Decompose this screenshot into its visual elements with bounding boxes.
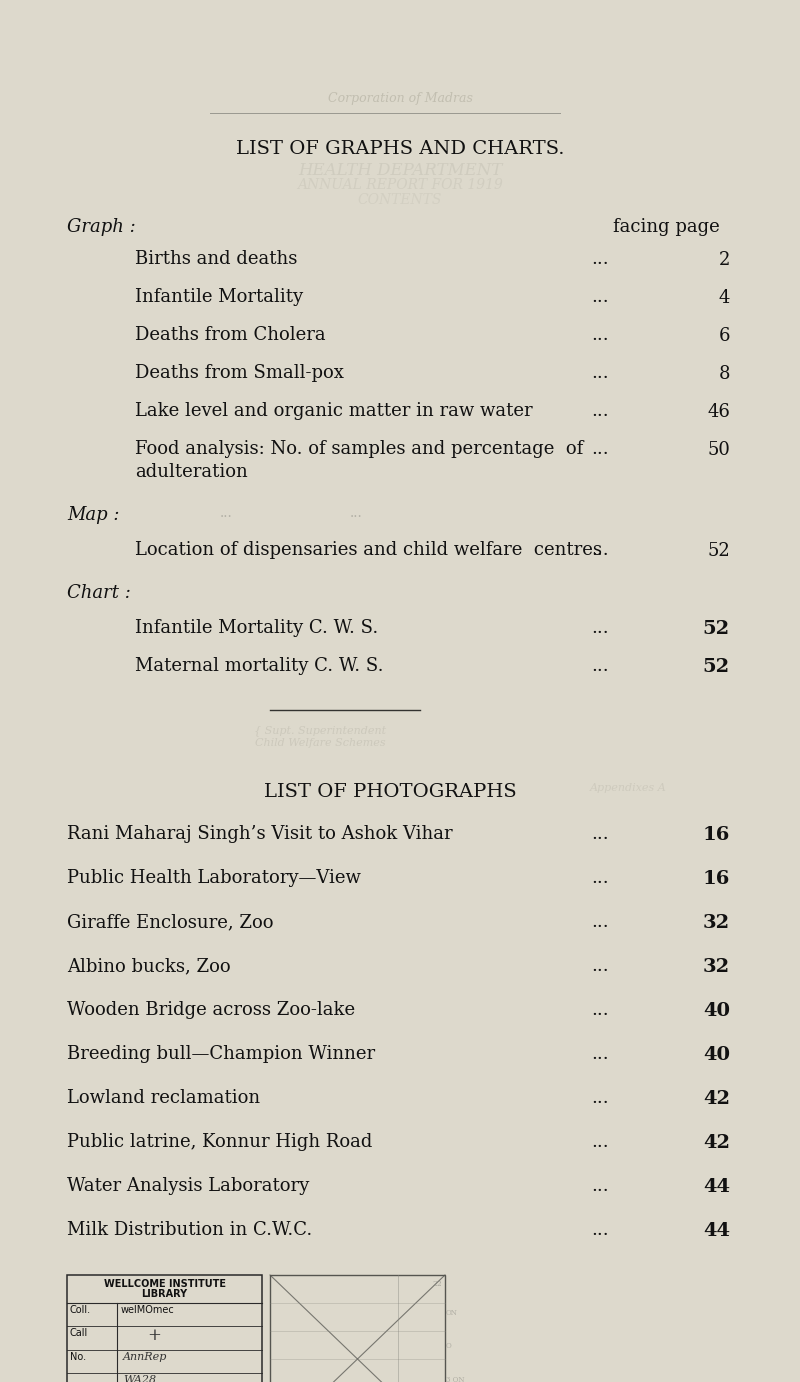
Text: 3 ON: 3 ON xyxy=(446,1376,465,1382)
Text: Location of dispensaries and child welfare  centres: Location of dispensaries and child welfa… xyxy=(135,540,602,558)
Text: Milk Distribution in C.W.C.: Milk Distribution in C.W.C. xyxy=(67,1222,312,1240)
Text: LIST OF GRAPHS AND CHARTS.: LIST OF GRAPHS AND CHARTS. xyxy=(236,140,564,158)
Text: LIBRARY: LIBRARY xyxy=(142,1289,187,1299)
Text: ...: ... xyxy=(591,1133,609,1151)
Text: 40: 40 xyxy=(703,1002,730,1020)
Text: Public Health Laboratory—View: Public Health Laboratory—View xyxy=(67,869,361,887)
Text: 16: 16 xyxy=(702,871,730,889)
Text: Lowland reclamation: Lowland reclamation xyxy=(67,1089,260,1107)
Text: ...: ... xyxy=(591,1177,609,1195)
Text: welMOmec: welMOmec xyxy=(121,1305,174,1316)
Text: ...: ... xyxy=(591,326,609,344)
Text: Deaths from Small-pox: Deaths from Small-pox xyxy=(135,363,344,381)
Text: ...: ... xyxy=(591,540,609,558)
Text: 4: 4 xyxy=(718,289,730,307)
Text: HEALTH DEPARTMENT: HEALTH DEPARTMENT xyxy=(298,162,502,180)
Text: Rani Maharaj Singh’s Visit to Ashok Vihar: Rani Maharaj Singh’s Visit to Ashok Viha… xyxy=(67,825,453,843)
Text: Coll.: Coll. xyxy=(70,1305,91,1316)
Text: ...: ... xyxy=(591,1089,609,1107)
Text: CONTENTS: CONTENTS xyxy=(358,193,442,207)
Text: { Supt. Superintendent: { Supt. Superintendent xyxy=(254,726,386,735)
Text: ...: ... xyxy=(591,439,609,457)
Text: No.: No. xyxy=(70,1352,86,1361)
Text: Infantile Mortality: Infantile Mortality xyxy=(135,287,303,305)
Text: 22: 22 xyxy=(432,1280,442,1288)
Text: 2: 2 xyxy=(718,252,730,269)
Text: 50: 50 xyxy=(707,441,730,459)
Text: WELLCOME INSTITUTE: WELLCOME INSTITUTE xyxy=(103,1278,226,1289)
Text: ...: ... xyxy=(591,287,609,305)
Text: 42: 42 xyxy=(703,1135,730,1153)
Text: ...: ... xyxy=(591,825,609,843)
Text: O: O xyxy=(446,1342,452,1350)
Text: Breeding bull—Champion Winner: Breeding bull—Champion Winner xyxy=(67,1045,375,1063)
Text: Infantile Mortality C. W. S.: Infantile Mortality C. W. S. xyxy=(135,619,378,637)
Bar xyxy=(270,1276,445,1382)
Text: 44: 44 xyxy=(703,1177,730,1195)
Text: Map :: Map : xyxy=(67,506,119,524)
Text: Albino bucks, Zoo: Albino bucks, Zoo xyxy=(67,956,230,974)
Text: ANNUAL REPORT FOR 1919: ANNUAL REPORT FOR 1919 xyxy=(297,178,503,192)
Bar xyxy=(67,1276,262,1382)
Text: ...: ... xyxy=(350,506,362,520)
Text: 32: 32 xyxy=(703,914,730,931)
Text: Child Welfare Schemes: Child Welfare Schemes xyxy=(254,738,386,748)
Text: Maternal mortality C. W. S.: Maternal mortality C. W. S. xyxy=(135,656,383,674)
Text: Graph :: Graph : xyxy=(67,218,136,236)
Text: Public latrine, Konnur High Road: Public latrine, Konnur High Road xyxy=(67,1133,372,1151)
Text: ...: ... xyxy=(220,506,233,520)
Text: adulteration: adulteration xyxy=(135,463,248,481)
Text: ...: ... xyxy=(591,656,609,674)
Text: ...: ... xyxy=(591,956,609,974)
Text: Deaths from Cholera: Deaths from Cholera xyxy=(135,326,326,344)
Text: 8: 8 xyxy=(718,365,730,383)
Text: Call: Call xyxy=(70,1328,88,1338)
Text: 42: 42 xyxy=(703,1090,730,1108)
Text: ...: ... xyxy=(591,869,609,887)
Text: 40: 40 xyxy=(703,1046,730,1064)
Text: AnnRep: AnnRep xyxy=(123,1352,167,1361)
Text: 46: 46 xyxy=(707,404,730,422)
Text: 32: 32 xyxy=(703,958,730,976)
Text: 52: 52 xyxy=(707,542,730,560)
Text: ON: ON xyxy=(446,1309,458,1317)
Text: Lake level and organic matter in raw water: Lake level and organic matter in raw wat… xyxy=(135,402,533,420)
Text: ...: ... xyxy=(591,914,609,931)
Text: 52: 52 xyxy=(703,658,730,676)
Text: 52: 52 xyxy=(703,621,730,638)
Text: Births and deaths: Births and deaths xyxy=(135,250,298,268)
Text: 44: 44 xyxy=(703,1222,730,1240)
Text: ...: ... xyxy=(591,363,609,381)
Text: WA28: WA28 xyxy=(123,1375,156,1382)
Text: Wooden Bridge across Zoo-lake: Wooden Bridge across Zoo-lake xyxy=(67,1001,355,1019)
Text: ...: ... xyxy=(591,402,609,420)
Text: ...: ... xyxy=(591,250,609,268)
Text: Appendixes A: Appendixes A xyxy=(590,784,666,793)
Text: Chart :: Chart : xyxy=(67,585,131,603)
Text: Giraffe Enclosure, Zoo: Giraffe Enclosure, Zoo xyxy=(67,914,274,931)
Text: ...: ... xyxy=(591,1222,609,1240)
Text: Corporation of Madras: Corporation of Madras xyxy=(327,93,473,105)
Text: ...: ... xyxy=(591,1045,609,1063)
Text: 6: 6 xyxy=(718,328,730,346)
Text: ...: ... xyxy=(591,619,609,637)
Text: ...: ... xyxy=(591,1001,609,1019)
Text: Food analysis: No. of samples and percentage  of: Food analysis: No. of samples and percen… xyxy=(135,439,583,457)
Text: LIST OF PHOTOGRAPHS: LIST OF PHOTOGRAPHS xyxy=(264,784,516,802)
Text: +: + xyxy=(147,1327,161,1345)
Text: facing page: facing page xyxy=(614,218,720,236)
Text: 16: 16 xyxy=(702,826,730,844)
Text: Water Analysis Laboratory: Water Analysis Laboratory xyxy=(67,1177,310,1195)
